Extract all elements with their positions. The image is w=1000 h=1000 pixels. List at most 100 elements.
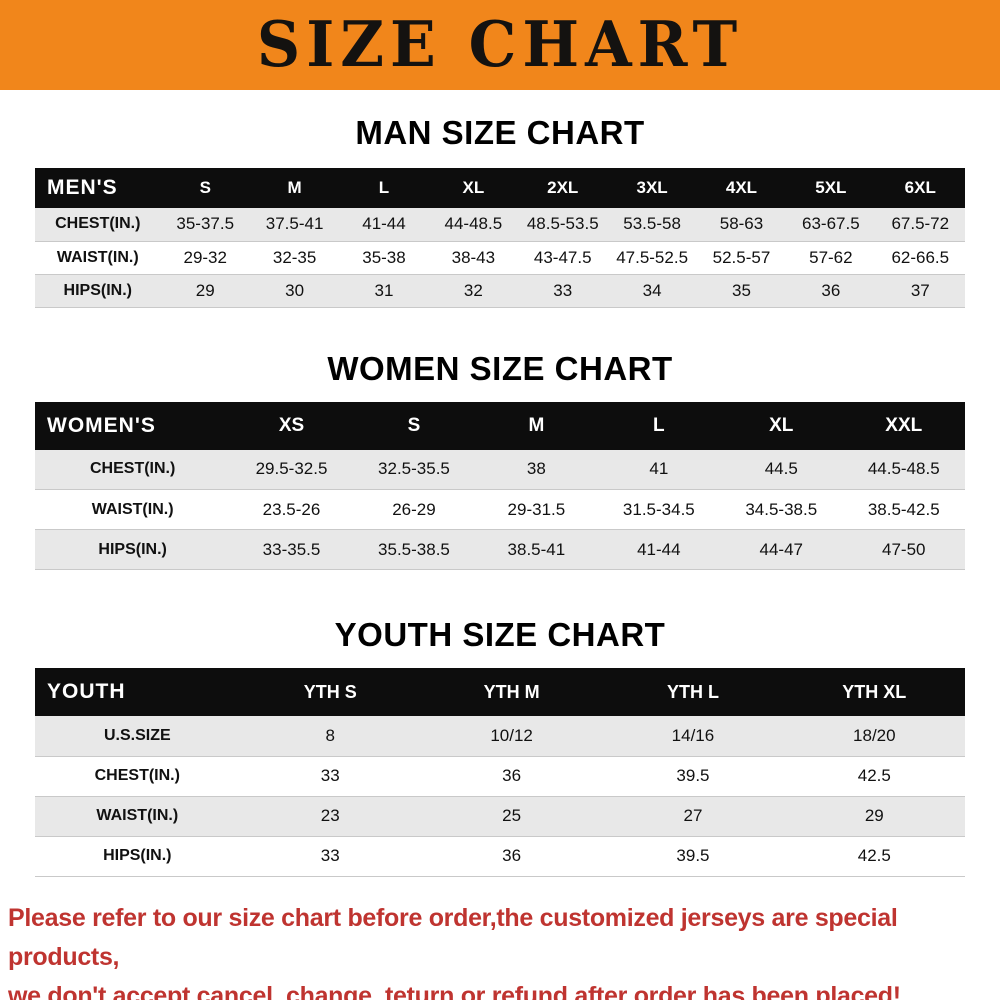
table-cell: 27 (602, 796, 784, 837)
table-cell: 29 (160, 274, 250, 308)
table-cell: 33 (239, 756, 421, 797)
table-cell: 53.5-58 (607, 208, 697, 242)
table-cell: 35.5-38.5 (352, 529, 476, 570)
footer-note-line2: we don't accept cancel, change, teturn o… (8, 981, 901, 1000)
table-cell: 42.5 (783, 836, 965, 877)
column-header-cell: YTH L (666, 681, 719, 702)
row-label: CHEST(IN.) (35, 449, 231, 490)
row-label: CHEST(IN.) (35, 208, 161, 242)
row-label: WAIST(IN.) (35, 241, 161, 275)
table-cell: 36 (420, 756, 603, 797)
table-row: WAIST(IN.) 29-32 32-35 35-38 38-43 43-47.5 47.… (35, 241, 965, 275)
table-cell: 33 (518, 274, 608, 308)
column-header-cell: XXL (885, 414, 923, 436)
column-header-cell: XL (769, 414, 794, 436)
table-cell: 25 (420, 796, 603, 837)
table-cell: 29.5-32.5 (230, 449, 353, 490)
footer-note: Please refer to our size chart before or… (0, 899, 1000, 1000)
table-cell: 37 (875, 274, 965, 308)
table-cell: 35-38 (339, 241, 429, 275)
table-cell: 33 (239, 836, 421, 877)
table-cell: 52.5-57 (696, 241, 787, 275)
table-cell: 38-43 (428, 241, 519, 275)
table-row: CHEST(IN.) 35-37.5 37.5-41 41-44 44-48.5 48.5… (35, 208, 965, 242)
table-cell: 44-47 (720, 529, 843, 570)
man-size-section: MAN SIZE CHART MEN'S S M L XL 2XL 3XL 4XL 5XL 6XL… (0, 114, 1000, 308)
row-label: HIPS(IN.) (35, 836, 240, 877)
table-cell: 41 (597, 449, 721, 490)
table-header-row: MEN'S S M L XL 2XL 3XL 4XL 5XL 6XL (35, 168, 965, 208)
table-cell: 32 (428, 274, 519, 308)
man-section-heading: MAN SIZE CHART (355, 114, 645, 151)
table-cell: 34 (607, 274, 697, 308)
row-label: WAIST(IN.) (35, 489, 231, 530)
row-label: CHEST(IN.) (35, 756, 240, 797)
column-header-cell: XS (278, 414, 305, 436)
table-cell: 10/12 (420, 716, 603, 757)
column-header-cell: 3XL (636, 178, 668, 197)
table-cell: 29-32 (160, 241, 250, 275)
table-cell: 36 (786, 274, 876, 308)
table-cell: 8 (239, 716, 421, 757)
table-row: WAIST(IN.) 23 25 27 29 (35, 796, 965, 837)
column-header-cell: M (528, 414, 545, 436)
table-cell: 31 (339, 274, 429, 308)
column-header-cell: 2XL (547, 178, 579, 197)
table-cell: 18/20 (783, 716, 965, 757)
table-row: HIPS(IN.) 33 36 39.5 42.5 (35, 836, 965, 877)
table-title-cell: YOUTH (47, 680, 126, 703)
man-size-table: MEN'S S M L XL 2XL 3XL 4XL 5XL 6XL CHEST(IN.) 35-37… (35, 168, 965, 308)
column-header-cell: S (407, 414, 421, 436)
table-header-row: WOMEN'S XS S M L XL XXL (35, 401, 965, 450)
column-header-cell: 6XL (904, 178, 936, 197)
youth-size-table: YOUTH YTH S YTH M YTH L YTH XL U.S.SIZE 8 10/12… (35, 668, 965, 877)
table-cell: 29 (783, 796, 965, 837)
table-row: CHEST(IN.) 29.5-32.5 32.5-35.5 38 41 44.5 44.5… (35, 449, 965, 490)
table-cell: 23.5-26 (230, 489, 353, 530)
table-cell: 67.5-72 (875, 208, 965, 242)
banner-title: SIZE CHART (256, 8, 744, 82)
column-header-cell: YTH XL (842, 681, 907, 702)
row-label: U.S.SIZE (35, 716, 240, 757)
table-cell: 38.5-41 (475, 529, 598, 570)
table-cell: 30 (249, 274, 340, 308)
table-cell: 43-47.5 (518, 241, 608, 275)
table-cell: 29-31.5 (475, 489, 598, 530)
table-cell: 63-67.5 (786, 208, 876, 242)
column-header-cell: L (653, 414, 665, 436)
table-row: CHEST(IN.) 33 36 39.5 42.5 (35, 756, 965, 797)
table-cell: 41-44 (597, 529, 721, 570)
column-header-cell: L (378, 178, 390, 197)
table-cell: 37.5-41 (249, 208, 340, 242)
row-label: HIPS(IN.) (35, 274, 161, 308)
size-chart-banner: SIZE CHART (0, 0, 1000, 90)
row-label: WAIST(IN.) (35, 796, 240, 837)
column-header-cell: 5XL (815, 178, 847, 197)
table-cell: 44.5-48.5 (842, 449, 965, 490)
table-cell: 38 (475, 449, 598, 490)
table-cell: 26-29 (352, 489, 476, 530)
table-row: U.S.SIZE 8 10/12 14/16 18/20 (35, 716, 965, 757)
table-cell: 47.5-52.5 (607, 241, 697, 275)
table-cell: 32.5-35.5 (352, 449, 476, 490)
column-header-cell: YTH M (483, 681, 540, 702)
table-cell: 32-35 (249, 241, 340, 275)
table-cell: 58-63 (696, 208, 787, 242)
footer-note-line1: Please refer to our size chart before or… (8, 903, 898, 971)
table-title-cell: MEN'S (47, 176, 118, 199)
table-cell: 47-50 (842, 529, 965, 570)
table-cell: 23 (239, 796, 421, 837)
youth-size-section: YOUTH SIZE CHART YOUTH YTH S YTH M YTH L YTH… (0, 616, 1000, 877)
women-size-table: WOMEN'S XS S M L XL XXL CHEST(IN.) 29.5-32.5 32.5… (35, 401, 965, 570)
table-cell: 39.5 (602, 756, 784, 797)
table-cell: 44.5 (720, 449, 843, 490)
table-cell: 35 (696, 274, 787, 308)
table-row: HIPS(IN.) 29 30 31 32 33 34 35 36 37 (35, 274, 965, 308)
column-header-cell: XL (462, 178, 485, 197)
column-header-cell: YTH S (303, 681, 357, 702)
table-row: HIPS(IN.) 33-35.5 35.5-38.5 38.5-41 41-44 44-… (35, 529, 965, 570)
table-cell: 57-62 (786, 241, 876, 275)
table-cell: 33-35.5 (230, 529, 353, 570)
table-cell: 36 (420, 836, 603, 877)
table-header-row: YOUTH YTH S YTH M YTH L YTH XL (35, 668, 965, 716)
